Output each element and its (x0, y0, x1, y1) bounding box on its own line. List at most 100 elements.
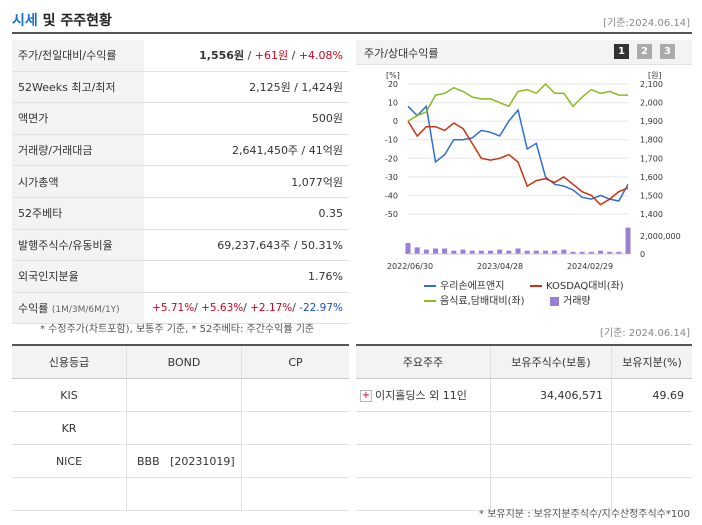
stat-row: 외국인지분율 1.76% (12, 260, 349, 293)
column-header: 보유지분(%) (611, 344, 692, 379)
right-tick-label: 1,700 (640, 154, 663, 163)
volume-bar (607, 251, 613, 254)
series-lines (407, 82, 629, 206)
left-tick-label: 20 (388, 80, 398, 89)
stat-label: 수익률 (1M/3M/6M/1Y) (12, 292, 144, 325)
column-header: 보유주식수(보통) (490, 344, 612, 379)
volume-bar (552, 250, 558, 254)
table-row: KIS (12, 378, 349, 412)
price-change-rate: +4.08% (298, 49, 343, 63)
stat-row: 시가총액 1,077억원 (12, 165, 349, 198)
right-tick-label: 1,600 (640, 173, 663, 182)
volume-axis-zero: 0 (640, 250, 645, 259)
volume-bar (543, 250, 548, 254)
legend-item-volume: 거래량 (550, 292, 591, 307)
price-stats-table: 주가/전일대비/수익률 1,556원 / +61원 / +4.08% 52Wee… (12, 40, 349, 325)
legend-swatch (550, 296, 559, 306)
volume-axis-label: 2,000,000 (640, 232, 681, 241)
column-header: 주요주주 (356, 344, 491, 379)
stat-value: 1,077억원 (144, 165, 349, 198)
holder-name: 이지홀딩스 외 11인 (375, 389, 467, 402)
stat-row: 주가/전일대비/수익률 1,556원 / +61원 / +4.08% (12, 40, 349, 72)
right-tick-label: 2,000 (640, 99, 663, 108)
left-tick-label: -10 (385, 136, 398, 145)
table-header-row: 주요주주 보유주식수(보통) 보유지분(%) (356, 344, 692, 379)
stat-row: 액면가 500원 (12, 102, 349, 135)
stat-label: 액면가 (12, 102, 144, 135)
table-row: KR (12, 411, 349, 445)
stat-row: 수익률 (1M/3M/6M/1Y) +5.71%/ +5.63%/ +2.17%… (12, 292, 349, 325)
period-button-3[interactable]: 3 (660, 44, 675, 59)
volume-bar (598, 250, 603, 254)
stat-value: 1.76% (144, 260, 349, 293)
period-button-2[interactable]: 2 (637, 44, 652, 59)
returns-value: +5.71%/ +5.63%/ +2.17%/ -22.97% (144, 292, 349, 325)
right-tick-label: 1,800 (640, 136, 663, 145)
volume-bar (414, 247, 420, 254)
stat-value: 0.35 (144, 197, 349, 230)
price-relative-chart: [%] [원] 20 10 0 -10 -20 -30 -40 -50 2,100 2,000 1… (385, 71, 681, 271)
stat-value: 2,125원 / 1,424원 (144, 71, 349, 104)
volume-bar (579, 251, 585, 254)
volume-bars (405, 227, 631, 255)
plus-icon[interactable]: + (360, 390, 372, 402)
stat-row: 거래량/거래대금 2,641,450주 / 41억원 (12, 134, 349, 167)
left-axis-ticks: 20 10 0 -10 -20 -30 -40 -50 (385, 80, 398, 219)
price-change: +61원 (254, 49, 289, 63)
volume-bar (515, 248, 521, 254)
page-title: 시세 및 주주현황 (12, 13, 112, 29)
stat-label: 주가/전일대비/수익률 (12, 40, 144, 72)
volume-bar (423, 249, 429, 254)
table-row (356, 477, 692, 511)
left-tick-label: -30 (385, 173, 398, 182)
holder-percent: 49.69 (611, 378, 692, 412)
volume-bar (451, 250, 457, 254)
volume-bar (497, 249, 503, 254)
legend-swatch (424, 285, 436, 287)
left-tick-label: 0 (393, 117, 398, 126)
stat-value: 2,641,450주 / 41억원 (144, 134, 349, 167)
series-line (407, 104, 629, 202)
series-line (407, 82, 628, 122)
legend-item-stock: 우리손에프앤지 (424, 277, 504, 292)
right-tick-label: 2,100 (640, 80, 663, 89)
chart-header (356, 40, 692, 65)
volume-bar (433, 248, 438, 254)
stat-label: 거래량/거래대금 (12, 134, 144, 167)
x-tick-label: 2024/02/29 (567, 262, 613, 271)
holder-name-cell: + 이지홀딩스 외 11인 (356, 378, 491, 412)
right-tick-label: 1,900 (640, 117, 663, 126)
credit-rating-table: 신용등급 BOND CP KIS KR NICE BBB [20231019] (12, 344, 349, 511)
stat-row: 52Weeks 최고/최저 2,125원 / 1,424원 (12, 71, 349, 104)
table-row: NICE BBB [20231019] (12, 444, 349, 478)
stat-label: 발행주식수/유동비율 (12, 229, 144, 262)
x-tick-label: 2023/04/28 (477, 262, 523, 271)
stat-row: 52주베타 0.35 (12, 197, 349, 230)
stat-label: 52Weeks 최고/최저 (12, 71, 144, 104)
reference-date: [기준:2024.06.14] (603, 18, 690, 29)
volume-bar (506, 250, 512, 254)
stats-footnote: * 수정주가(차트포함), 보통주 기준, * 52주베타: 주간수익률 기준 (40, 324, 315, 335)
right-tick-label: 1,400 (640, 210, 663, 219)
legend-swatch (424, 300, 436, 302)
table-row (356, 411, 692, 445)
chart-grid (408, 83, 628, 215)
left-tick-label: -20 (385, 154, 398, 163)
volume-bar (469, 250, 475, 254)
table-header-row: 신용등급 BOND CP (12, 344, 349, 379)
column-header: BOND (126, 344, 242, 379)
legend-swatch (530, 285, 542, 287)
volume-bar (524, 250, 530, 254)
legend-item-kosdaq: KOSDAQ대비(좌) (530, 277, 624, 292)
volume-bar (588, 251, 594, 254)
period-button-1[interactable]: 1 (614, 44, 629, 59)
stat-value: 500원 (144, 102, 349, 135)
left-tick-label: -50 (385, 210, 398, 219)
column-header: 신용등급 (12, 344, 127, 379)
volume-bar (561, 249, 567, 254)
holder-shares: 34,406,571 (490, 378, 612, 412)
volume-bar (442, 248, 448, 254)
chart-title: 주가/상대수익률 (364, 47, 439, 60)
volume-bar (570, 251, 576, 254)
stat-value: 1,556원 / +61원 / +4.08% (144, 40, 349, 72)
